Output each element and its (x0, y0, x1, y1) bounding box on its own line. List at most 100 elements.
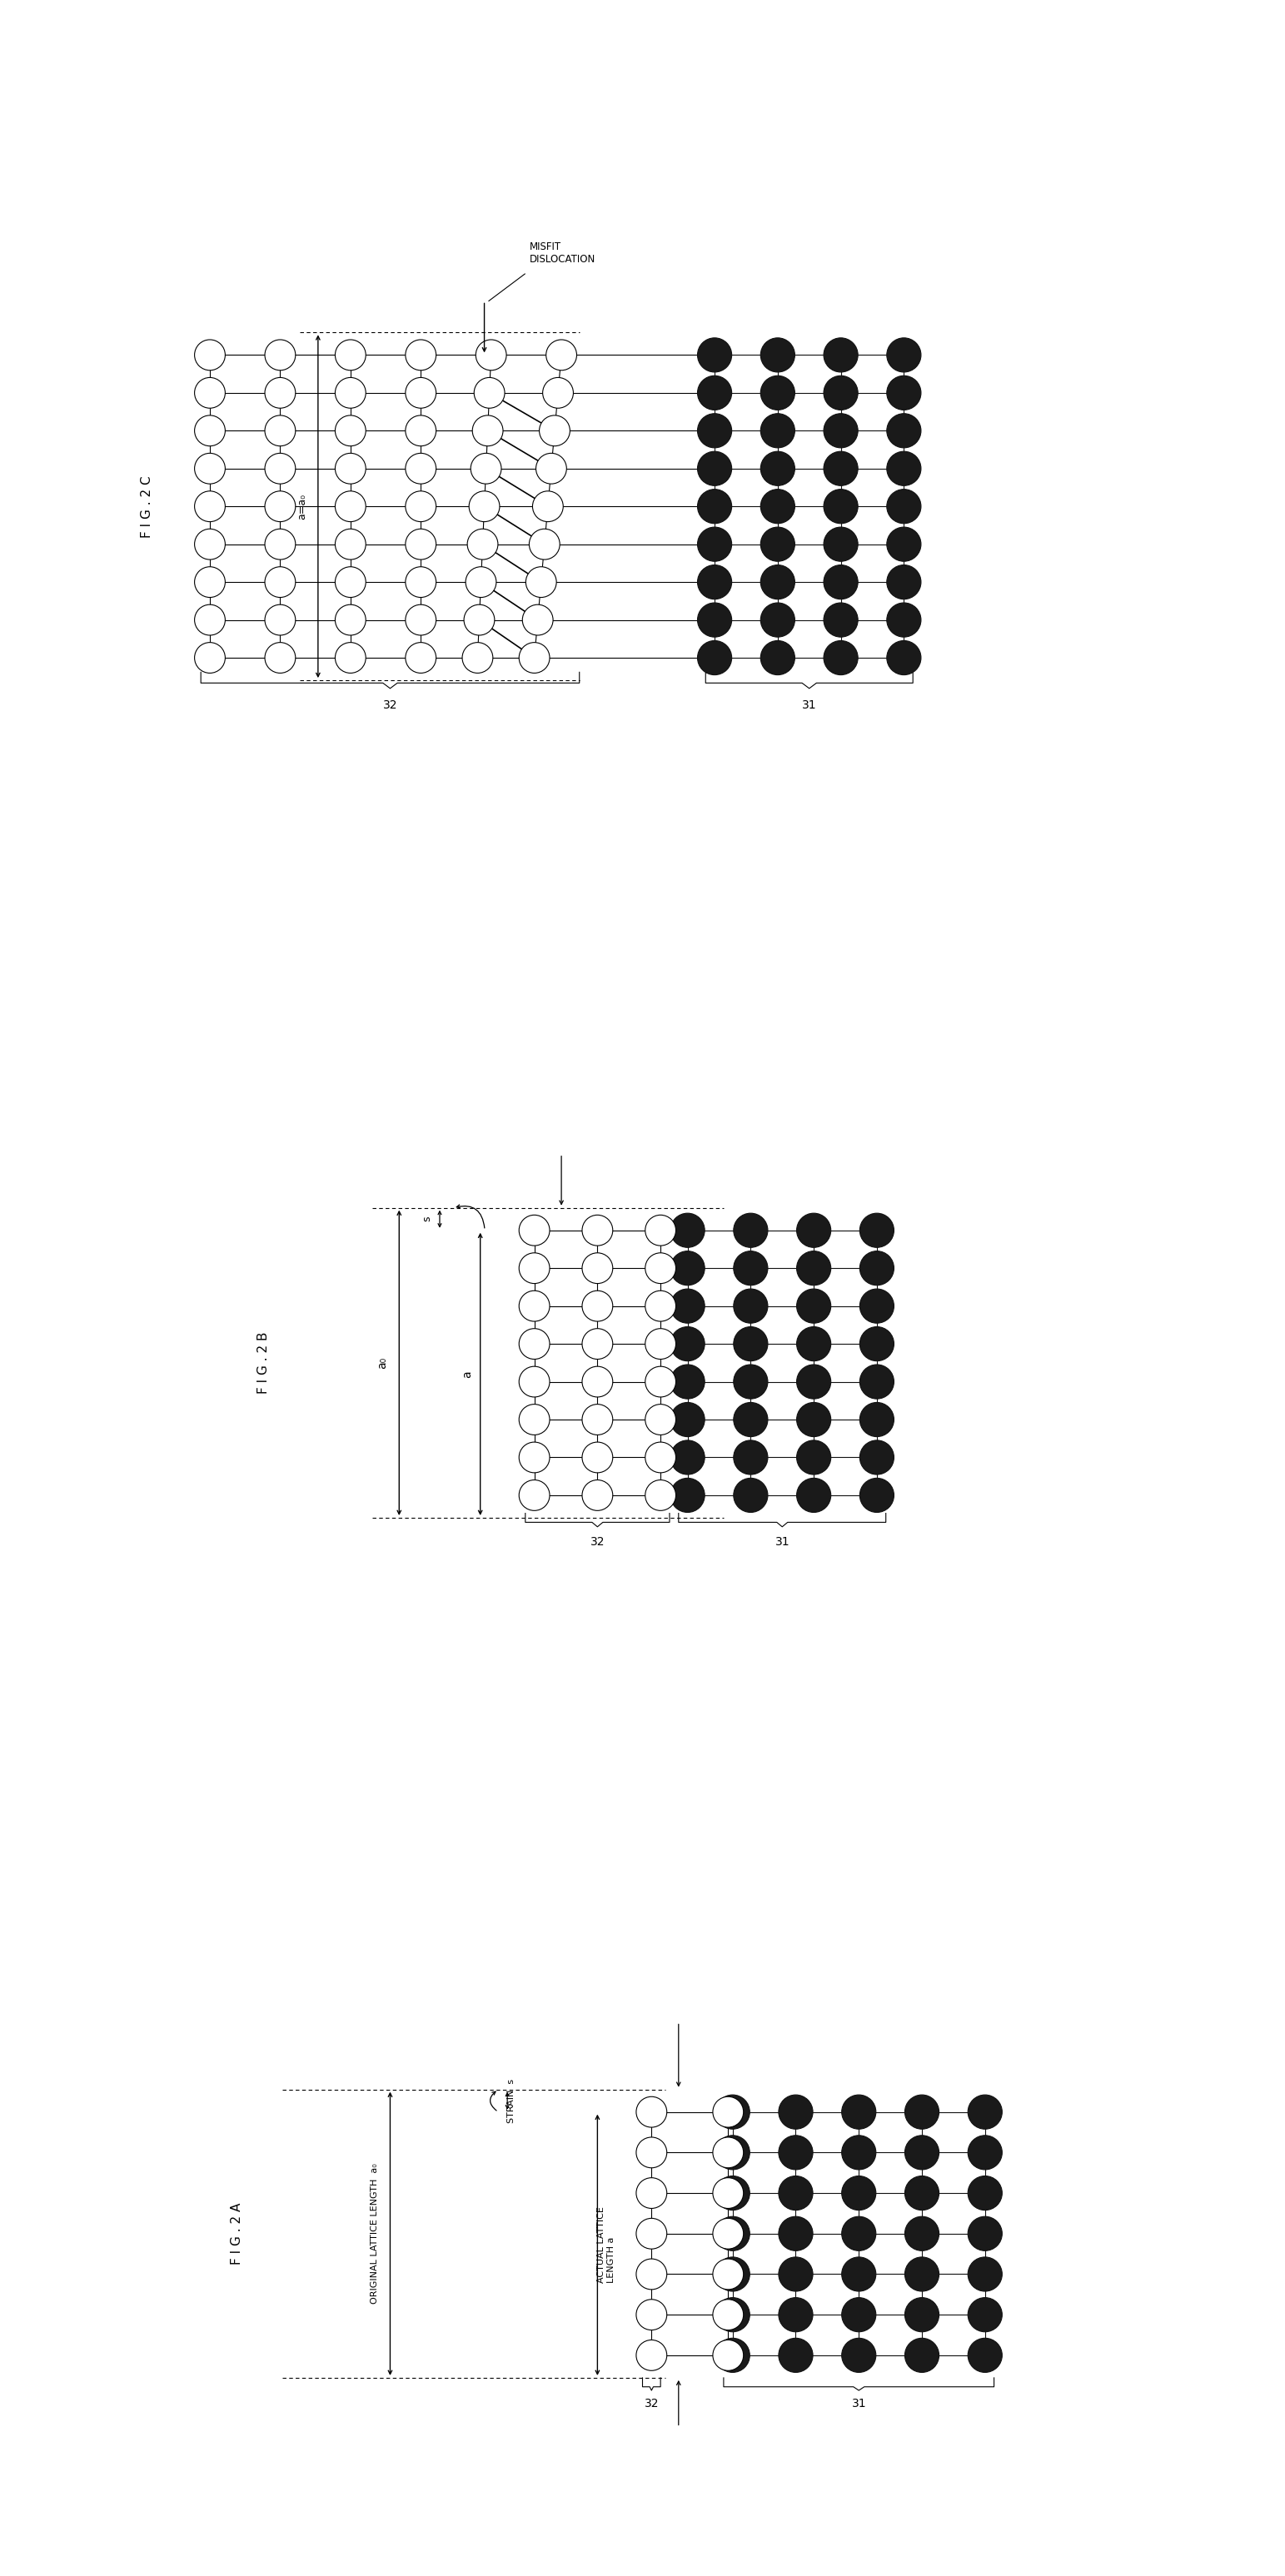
Text: 31: 31 (852, 2398, 866, 2409)
Circle shape (335, 453, 366, 484)
Circle shape (636, 2339, 667, 2370)
Circle shape (671, 1440, 704, 1473)
Circle shape (474, 379, 505, 407)
Circle shape (797, 1365, 831, 1399)
Circle shape (698, 415, 731, 448)
Circle shape (824, 376, 858, 410)
Circle shape (779, 2136, 813, 2169)
Circle shape (824, 337, 858, 371)
Text: STRAIN  s: STRAIN s (508, 2079, 515, 2123)
Circle shape (860, 1288, 894, 1324)
Circle shape (265, 415, 296, 446)
Circle shape (761, 564, 795, 600)
Circle shape (761, 415, 795, 448)
Circle shape (335, 641, 366, 672)
Circle shape (713, 2097, 744, 2128)
Circle shape (470, 453, 501, 484)
Circle shape (779, 2257, 813, 2290)
Circle shape (519, 1404, 550, 1435)
Circle shape (716, 2298, 749, 2331)
Circle shape (716, 2339, 749, 2372)
Circle shape (194, 492, 225, 523)
Circle shape (406, 379, 436, 407)
Circle shape (824, 489, 858, 523)
Circle shape (406, 415, 436, 446)
Circle shape (265, 379, 296, 407)
Circle shape (761, 376, 795, 410)
Circle shape (636, 2218, 667, 2249)
Circle shape (529, 528, 560, 559)
Circle shape (265, 453, 296, 484)
Circle shape (582, 1252, 613, 1283)
Circle shape (671, 1213, 704, 1247)
Circle shape (406, 605, 436, 636)
Circle shape (265, 605, 296, 636)
Circle shape (734, 1440, 767, 1473)
Circle shape (582, 1481, 613, 1510)
Circle shape (636, 2138, 667, 2169)
Circle shape (519, 1291, 550, 1321)
Circle shape (523, 605, 553, 636)
Circle shape (671, 1401, 704, 1437)
Circle shape (645, 1443, 676, 1473)
Circle shape (779, 2177, 813, 2210)
Circle shape (194, 528, 225, 559)
Text: s: s (421, 1216, 433, 1221)
Circle shape (797, 1213, 831, 1247)
Circle shape (905, 2136, 939, 2169)
Circle shape (335, 528, 366, 559)
Circle shape (779, 2215, 813, 2251)
Circle shape (734, 1479, 767, 1512)
Circle shape (905, 2215, 939, 2251)
Circle shape (842, 2136, 876, 2169)
Text: a₀: a₀ (377, 1358, 388, 1368)
Text: F I G . 2 B: F I G . 2 B (258, 1332, 270, 1394)
Circle shape (519, 641, 550, 672)
Circle shape (194, 453, 225, 484)
Circle shape (734, 1401, 767, 1437)
Circle shape (469, 492, 500, 523)
Circle shape (905, 2257, 939, 2290)
Circle shape (779, 2339, 813, 2372)
Circle shape (636, 2177, 667, 2208)
Circle shape (887, 528, 921, 562)
Circle shape (842, 2339, 876, 2372)
Circle shape (406, 567, 436, 598)
Circle shape (671, 1327, 704, 1360)
Circle shape (645, 1329, 676, 1360)
Circle shape (887, 603, 921, 636)
Circle shape (797, 1288, 831, 1324)
Circle shape (968, 2136, 1002, 2169)
Circle shape (842, 2094, 876, 2130)
Circle shape (842, 2215, 876, 2251)
Circle shape (779, 2094, 813, 2130)
Circle shape (860, 1440, 894, 1473)
Circle shape (716, 2215, 749, 2251)
Circle shape (526, 567, 556, 598)
Circle shape (713, 2300, 744, 2331)
Circle shape (887, 641, 921, 675)
Circle shape (824, 603, 858, 636)
Circle shape (761, 528, 795, 562)
Text: 31: 31 (775, 1535, 789, 1548)
Circle shape (734, 1365, 767, 1399)
Circle shape (761, 337, 795, 371)
Circle shape (671, 1288, 704, 1324)
Circle shape (582, 1216, 613, 1247)
Circle shape (519, 1443, 550, 1473)
Circle shape (265, 340, 296, 371)
Circle shape (713, 2138, 744, 2169)
Circle shape (532, 492, 563, 523)
Circle shape (968, 2177, 1002, 2210)
Text: ORIGINAL LATTICE LENGTH  a₀: ORIGINAL LATTICE LENGTH a₀ (371, 2164, 379, 2303)
Circle shape (698, 337, 731, 371)
Circle shape (905, 2177, 939, 2210)
Circle shape (540, 415, 571, 446)
Circle shape (265, 641, 296, 672)
Circle shape (716, 2136, 749, 2169)
Circle shape (698, 489, 731, 523)
Circle shape (887, 451, 921, 487)
Circle shape (887, 489, 921, 523)
Circle shape (194, 379, 225, 407)
Circle shape (842, 2298, 876, 2331)
